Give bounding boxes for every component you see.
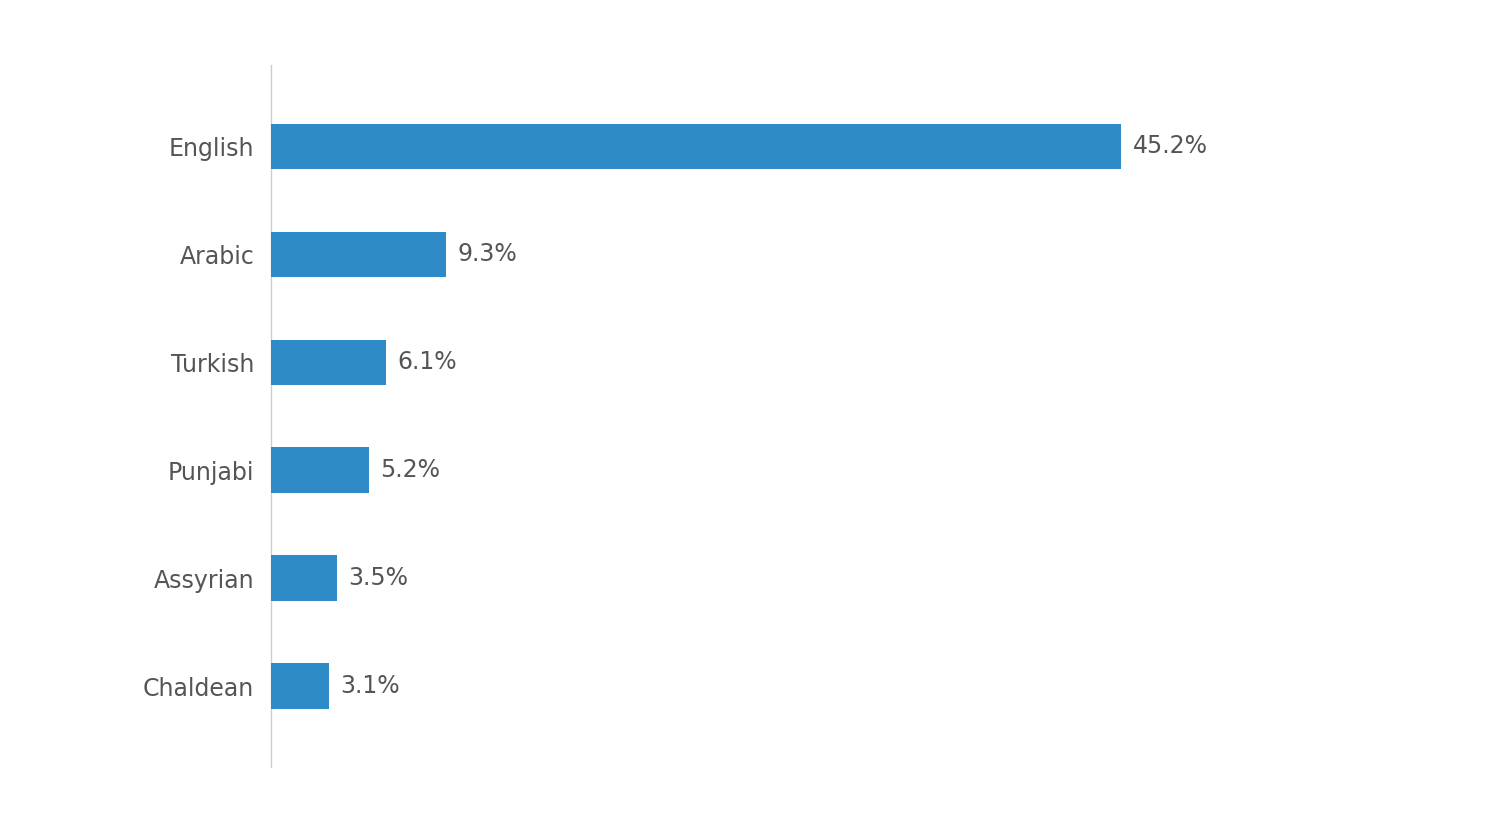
Text: 6.1%: 6.1% [397, 350, 456, 375]
Bar [271, 232, 445, 277]
Bar [271, 447, 369, 493]
Text: 3.1%: 3.1% [340, 674, 400, 698]
Text: 9.3%: 9.3% [458, 242, 516, 266]
Text: 3.5%: 3.5% [348, 566, 408, 590]
Bar [271, 556, 337, 601]
Bar [271, 123, 1121, 169]
Bar [271, 663, 330, 709]
Bar [271, 339, 385, 385]
Text: 5.2%: 5.2% [379, 458, 439, 482]
Text: 45.2%: 45.2% [1133, 135, 1207, 158]
